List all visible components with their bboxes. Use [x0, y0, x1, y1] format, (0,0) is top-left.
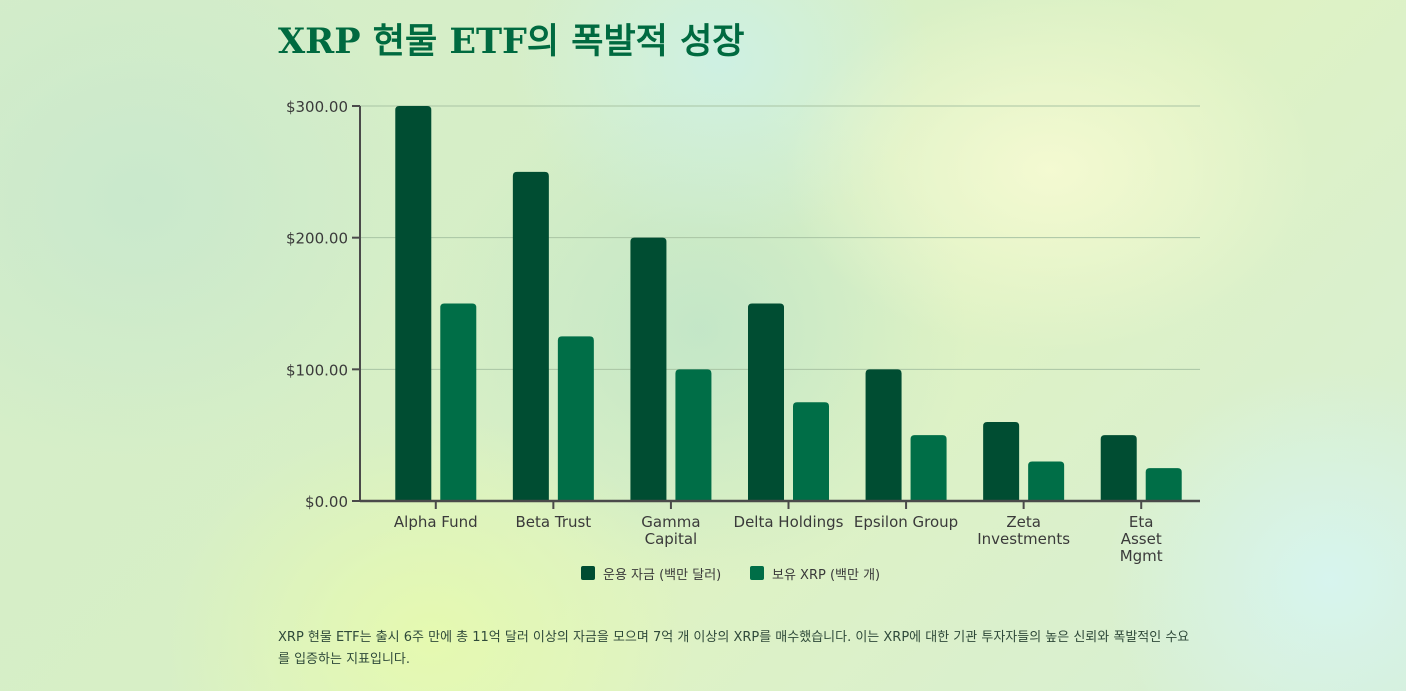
legend-swatch: [581, 566, 595, 580]
bar-series-1: [983, 422, 1020, 501]
bar-series-2: [440, 303, 477, 501]
x-tick-label: Asset: [1121, 530, 1162, 548]
x-tick-label: Beta Trust: [516, 513, 592, 531]
x-tick-label: Epsilon Group: [854, 513, 958, 531]
page-title: XRP 현물 ETF의 폭발적 성장: [278, 21, 745, 62]
bar-series-2: [910, 435, 947, 501]
bar-series-1: [512, 171, 549, 502]
legend-label: 운용 자금 (백만 달러): [603, 568, 721, 583]
legend: 운용 자금 (백만 달러) 보유 XRP (백만 개): [581, 566, 880, 583]
bar-series-2: [1028, 461, 1065, 501]
legend-label: 보유 XRP (백만 개): [772, 568, 880, 583]
y-tick-label: $0.00: [305, 493, 348, 511]
bar-chart: $0.00 $100.00 $200.00 $300.00 Alpha Fund Bet…: [286, 98, 1200, 583]
caption-text: XRP 현물 ETF는 출시 6주 만에 총 11억 달러 이상의 자금을 모으…: [278, 630, 1190, 667]
x-tick-label: Gamma: [641, 513, 700, 531]
bar-series-1: [865, 369, 902, 501]
bar-series-1: [748, 303, 784, 501]
y-tick-label: $300.00: [286, 98, 348, 116]
y-axis-ticks: $0.00 $100.00 $200.00 $300.00: [286, 98, 360, 511]
y-tick-label: $200.00: [286, 230, 348, 248]
bar-series-2: [675, 369, 712, 501]
bar-series-1: [395, 106, 432, 501]
bar-series-2: [793, 402, 829, 501]
x-tick-label: Eta: [1129, 513, 1154, 531]
axes: [359, 106, 1200, 503]
bar-series-1: [630, 237, 667, 501]
bars: [395, 106, 1182, 502]
x-tick-label: Capital: [645, 530, 698, 548]
legend-swatch: [750, 566, 764, 580]
x-tick-label: Delta Holdings: [734, 513, 844, 531]
x-tick-label: Zeta: [1006, 513, 1041, 531]
bar-series-1: [1100, 435, 1137, 501]
y-tick-label: $100.00: [286, 361, 348, 379]
x-tick-label: Alpha Fund: [394, 513, 478, 531]
bar-series-2: [1145, 468, 1182, 501]
x-tick-label: Investments: [977, 530, 1070, 548]
bar-series-2: [557, 336, 594, 501]
x-tick-label: Mgmt: [1120, 547, 1163, 565]
